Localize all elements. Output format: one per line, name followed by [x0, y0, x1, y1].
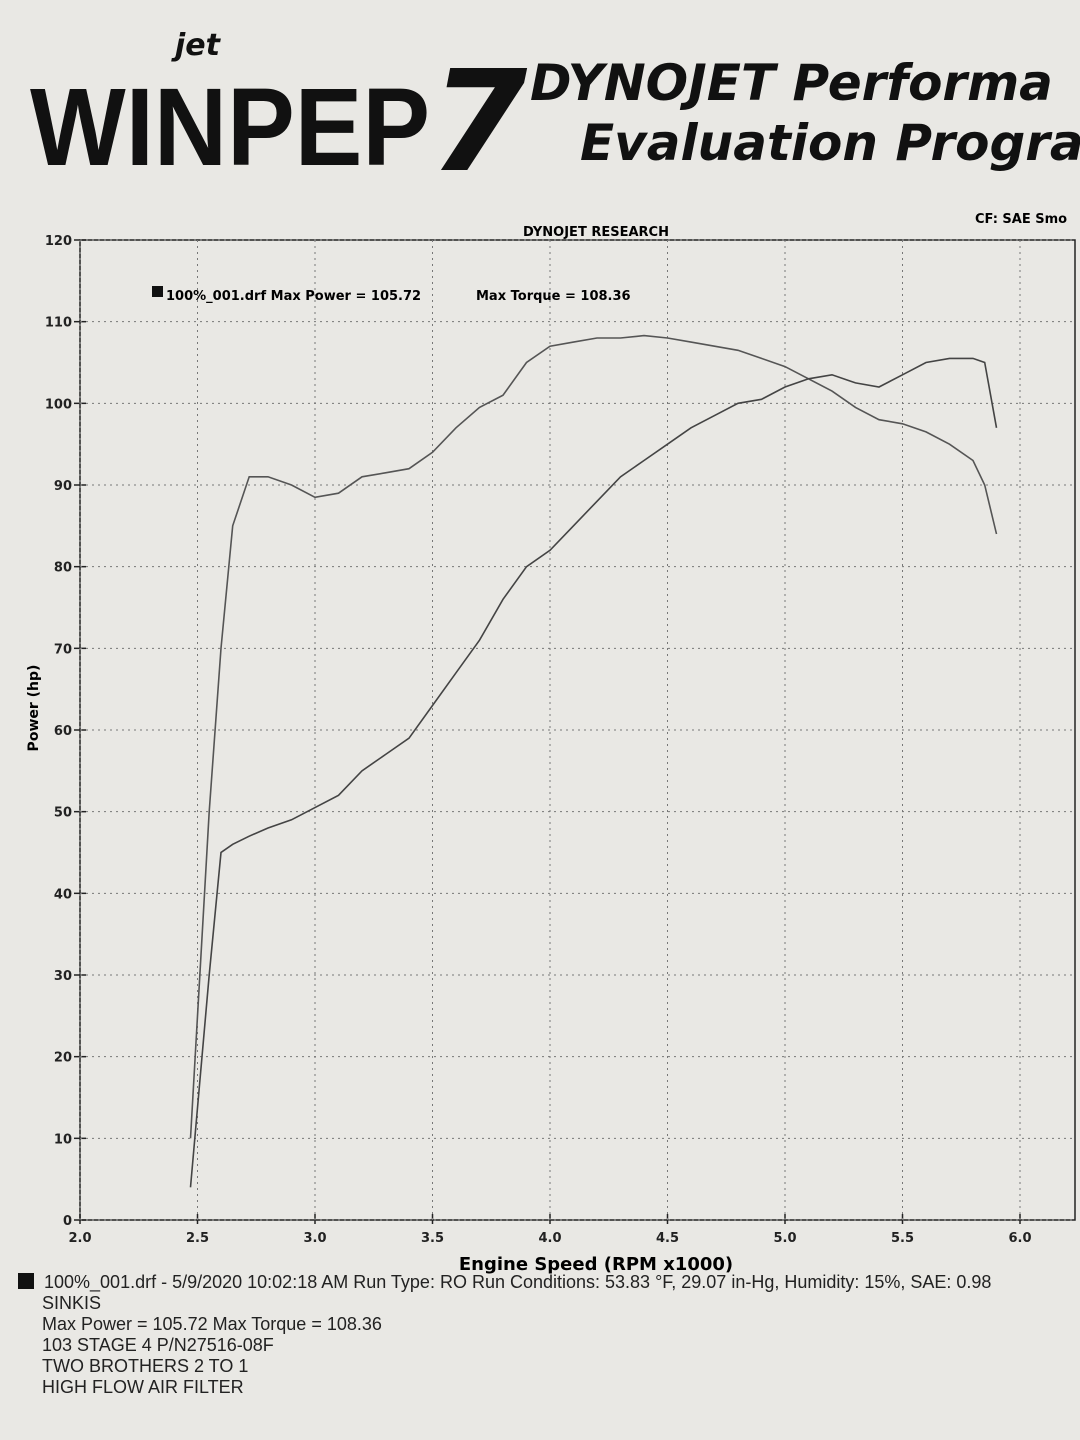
y-tick-label: 40 [54, 887, 72, 902]
x-tick-label: 6.0 [1008, 1231, 1031, 1246]
y-tick-label: 30 [54, 969, 72, 984]
y-tick-label: 70 [54, 642, 72, 657]
y-axis-label: Power (hp) [26, 665, 42, 752]
series-line [189, 334, 998, 1139]
y-tick-label: 110 [45, 316, 72, 331]
y-tick-label: 100 [45, 397, 72, 412]
x-axis-label: Engine Speed (RPM x1000) [459, 1254, 733, 1275]
x-tick-label: 2.5 [186, 1231, 209, 1246]
series-line [189, 357, 998, 1188]
footer-line: SINKIS [42, 1293, 101, 1313]
legend-text: 100%_001.drf Max Power = 105.72 [166, 289, 421, 304]
y-tick-label: 120 [45, 234, 72, 249]
footer-line: 103 STAGE 4 P/N27516-08F [42, 1335, 274, 1355]
y-tick-label: 10 [54, 1132, 72, 1147]
header-line: DYNOJET Performa [530, 54, 1053, 112]
footer-swatch [18, 1273, 34, 1289]
y-tick-label: 60 [54, 724, 72, 739]
x-tick-label: 4.0 [538, 1231, 561, 1246]
note: CF: SAE Smo [975, 212, 1067, 227]
x-tick-label: 3.0 [303, 1231, 326, 1246]
y-tick-label: 20 [54, 1051, 72, 1066]
footer-line: Max Power = 105.72 Max Torque = 108.36 [42, 1314, 382, 1334]
logo-number: 7 [430, 41, 528, 204]
plot-frame [79, 239, 1076, 1221]
x-tick-label: 3.5 [421, 1231, 444, 1246]
y-tick-label: 50 [54, 806, 72, 821]
logo-small: jet [171, 28, 222, 63]
footer-line: TWO BROTHERS 2 TO 1 [42, 1356, 248, 1376]
x-tick-label: 2.0 [68, 1231, 91, 1246]
header-line: Evaluation Progra [580, 114, 1080, 172]
x-tick-label: 4.5 [656, 1231, 679, 1246]
chart-title: DYNOJET RESEARCH [523, 225, 669, 240]
x-tick-label: 5.5 [891, 1231, 914, 1246]
footer-line: 100%_001.drf - 5/9/2020 10:02:18 AM Run … [44, 1272, 991, 1293]
legend-swatch [152, 286, 163, 297]
logo: WINPEP [30, 66, 430, 189]
legend-text: Max Torque = 108.36 [476, 289, 631, 304]
y-tick-label: 80 [54, 561, 72, 576]
footer: 100%_001.drf - 5/9/2020 10:02:18 AM Run … [42, 1272, 991, 1397]
footer-line: HIGH FLOW AIR FILTER [42, 1377, 244, 1397]
x-tick-label: 5.0 [773, 1231, 796, 1246]
y-tick-label: 0 [63, 1214, 72, 1229]
y-tick-label: 90 [54, 479, 72, 494]
